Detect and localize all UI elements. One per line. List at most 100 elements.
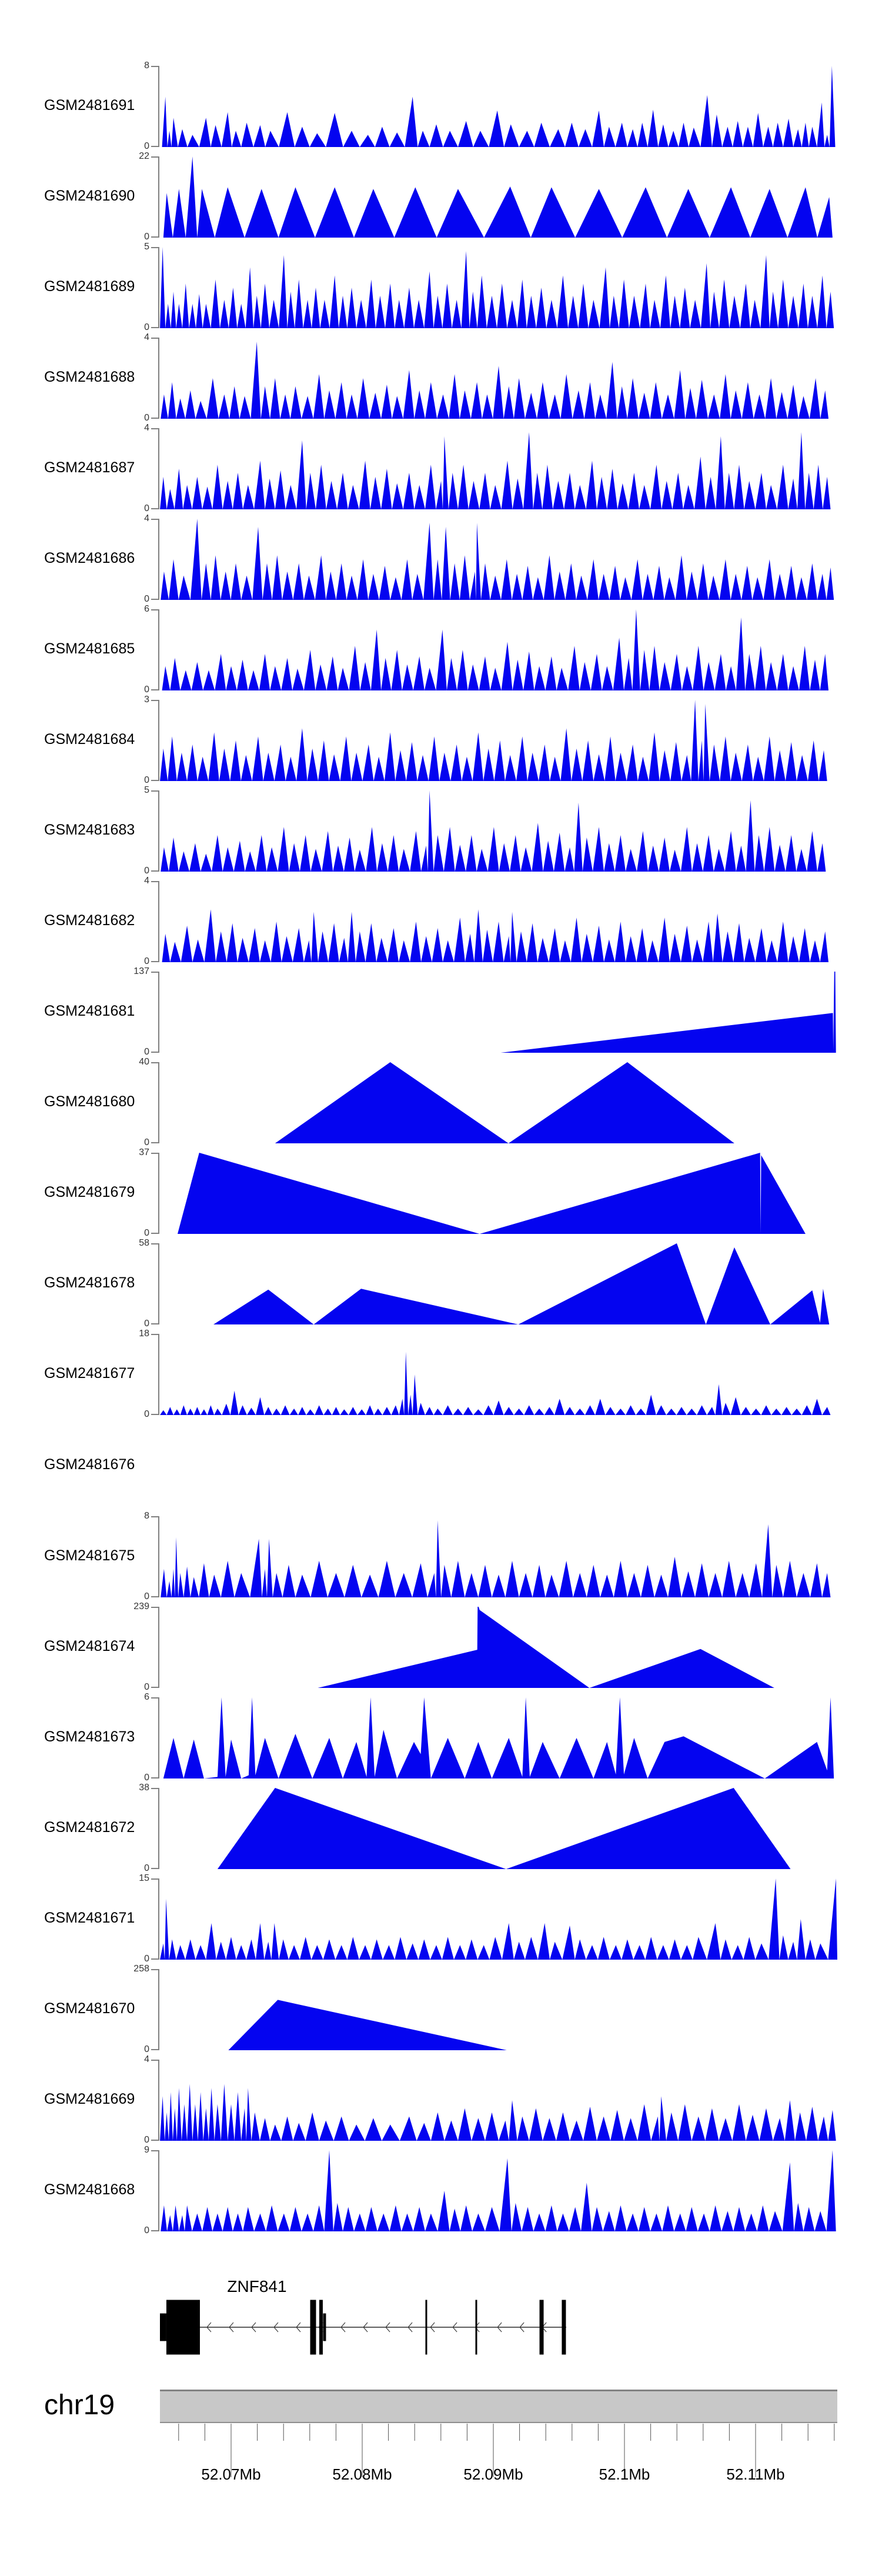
y-axis-max-value: 4 <box>144 513 149 523</box>
y-axis-bottom-tick <box>151 1323 159 1324</box>
y-axis-max-value: 38 <box>139 1783 149 1793</box>
y-axis-min-value: 0 <box>144 1591 149 1601</box>
y-axis-max-value: 5 <box>144 242 149 252</box>
coverage-polygon-GSM2481669 <box>160 2084 836 2141</box>
y-axis-bottom-tick <box>151 327 159 328</box>
y-axis-top-tick <box>151 519 159 520</box>
y-axis-min-value: 0 <box>144 413 149 423</box>
strand-arrow-icon <box>251 2322 256 2333</box>
y-axis-max-value: 8 <box>144 61 149 71</box>
track-label-GSM2481671: GSM2481671 <box>44 1910 135 1926</box>
gene-first-exon-box <box>166 2300 200 2355</box>
y-axis-bottom-tick <box>151 2230 159 2231</box>
y-axis-min-value: 0 <box>144 1409 149 1419</box>
y-axis-bottom-tick <box>151 961 159 962</box>
y-axis-line <box>158 1607 159 1688</box>
y-axis-min-value: 0 <box>144 866 149 876</box>
y-axis-max-value: 3 <box>144 695 149 705</box>
y-axis-min-value: 0 <box>144 1954 149 1964</box>
gene-name-label: ZNF841 <box>227 2277 287 2295</box>
y-axis-line <box>158 1516 159 1597</box>
y-axis-top-tick <box>151 790 159 792</box>
y-axis-max-value: 5 <box>144 785 149 795</box>
coverage-area-GSM2481671 <box>160 1878 837 1960</box>
y-axis-line <box>158 1062 159 1143</box>
y-axis-min-value: 0 <box>144 1047 149 1057</box>
gene-exon-box <box>475 2300 477 2355</box>
y-axis-line <box>158 1788 159 1869</box>
y-axis-line <box>158 156 159 238</box>
y-axis-min-value: 0 <box>144 1863 149 1873</box>
track-label-GSM2481681: GSM2481681 <box>44 1003 135 1019</box>
coverage-area-GSM2481684 <box>160 700 827 781</box>
strand-arrow-icon <box>273 2322 279 2333</box>
y-axis-line <box>158 1153 159 1234</box>
y-axis-min-value: 0 <box>144 775 149 785</box>
y-axis-max-value: 6 <box>144 1692 149 1702</box>
y-axis-top-tick <box>151 1153 159 1154</box>
coverage-area-GSM2481672 <box>217 1788 791 1869</box>
y-axis-min-value: 0 <box>144 1319 149 1329</box>
track-label-GSM2481675: GSM2481675 <box>44 1547 135 1564</box>
coverage-polygon-GSM2481682 <box>162 909 828 962</box>
y-axis-top-tick <box>151 1969 159 1970</box>
coverage-polygon-GSM2481672 <box>217 1788 791 1869</box>
y-axis-top-tick <box>151 972 159 973</box>
y-axis-line <box>158 1243 159 1324</box>
strand-arrow-icon <box>452 2322 457 2333</box>
y-axis-bottom-tick <box>151 1868 159 1869</box>
y-axis-bottom-tick <box>151 1596 159 1597</box>
coverage-polygon-GSM2481688 <box>161 341 829 419</box>
strand-arrow-icon <box>407 2322 413 2333</box>
track-label-GSM2481670: GSM2481670 <box>44 2000 135 2017</box>
y-axis-min-value: 0 <box>144 1682 149 1692</box>
gene-exon-box <box>562 2300 566 2355</box>
y-axis-bottom-tick <box>151 689 159 690</box>
track-label-GSM2481672: GSM2481672 <box>44 1819 135 1836</box>
y-axis-top-tick <box>151 1607 159 1608</box>
coverage-polygon-GSM2481677 <box>160 1352 831 1415</box>
strand-arrow-icon <box>519 2322 524 2333</box>
y-axis-top-tick <box>151 247 159 248</box>
gene-exon-box <box>312 2300 316 2355</box>
coverage-area-GSM2481687 <box>160 432 831 509</box>
track-label-GSM2481690: GSM2481690 <box>44 188 135 204</box>
coverage-polygon-GSM2481675 <box>161 1520 831 1597</box>
y-axis-min-value: 0 <box>144 2135 149 2145</box>
y-axis-min-value: 0 <box>144 141 149 151</box>
y-axis-max-value: 6 <box>144 604 149 614</box>
y-axis-bottom-tick <box>151 599 159 600</box>
coverage-area-GSM2481674 <box>318 1607 774 1688</box>
coverage-polygon-GSM2481684 <box>160 700 827 781</box>
y-axis-bottom-tick <box>151 1414 159 1415</box>
y-axis-line <box>158 2150 159 2231</box>
strand-arrow-icon <box>497 2322 502 2333</box>
track-label-GSM2481669: GSM2481669 <box>44 2091 135 2107</box>
strand-arrow-icon <box>229 2322 234 2333</box>
axis-tick-label: 52.07Mb <box>201 2465 261 2483</box>
y-axis-max-value: 4 <box>144 876 149 886</box>
y-axis-max-value: 18 <box>139 1329 149 1339</box>
y-axis-top-tick <box>151 338 159 339</box>
coverage-polygon-GSM2481690 <box>163 156 833 238</box>
y-axis-bottom-tick <box>151 1233 159 1234</box>
y-axis-bottom-tick <box>151 1958 159 1960</box>
y-axis-line <box>158 972 159 1053</box>
y-axis-max-value: 9 <box>144 2145 149 2155</box>
y-axis-line <box>158 700 159 781</box>
y-axis-max-value: 4 <box>144 2054 149 2064</box>
strand-arrow-icon <box>340 2322 346 2333</box>
y-axis-line <box>158 1878 159 1960</box>
y-axis-max-value: 4 <box>144 423 149 433</box>
coverage-polygon-GSM2481680 <box>275 1062 734 1143</box>
y-axis-bottom-tick <box>151 1687 159 1688</box>
coverage-area-GSM2481681 <box>500 972 836 1053</box>
y-axis-max-value: 37 <box>139 1147 149 1157</box>
strand-arrow-icon <box>385 2322 390 2333</box>
y-axis-max-value: 258 <box>133 1964 149 1974</box>
track-label-GSM2481687: GSM2481687 <box>44 459 135 476</box>
coverage-area-GSM2481677 <box>160 1352 831 1415</box>
track-label-GSM2481686: GSM2481686 <box>44 550 135 566</box>
y-axis-max-value: 58 <box>139 1238 149 1248</box>
y-axis-top-tick <box>151 1697 159 1699</box>
